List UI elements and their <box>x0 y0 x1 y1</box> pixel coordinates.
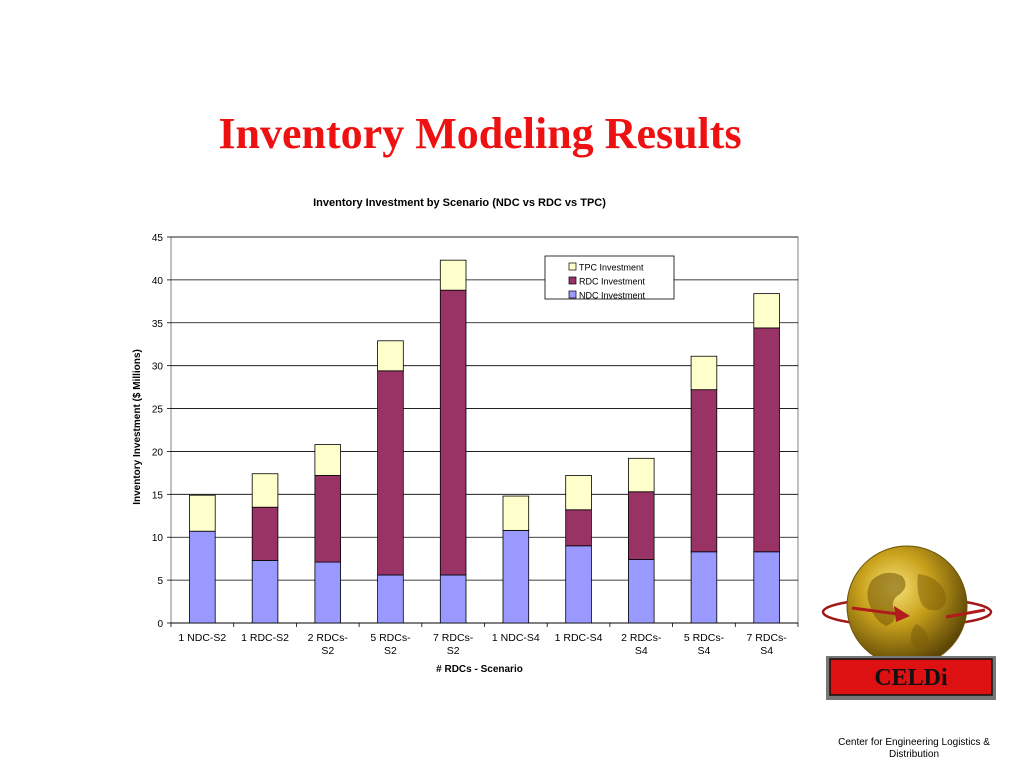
y-tick-label: 40 <box>152 276 164 287</box>
x-tick-label: 7 RDCs- <box>433 632 474 644</box>
x-tick-label: S4 <box>698 645 711 657</box>
x-tick-label: 1 RDC-S4 <box>555 632 603 644</box>
y-tick-label: 15 <box>152 490 164 501</box>
bar-segment <box>753 327 780 553</box>
legend-swatch <box>568 276 577 285</box>
arrow-icon <box>851 606 899 616</box>
bar-segment <box>439 259 467 291</box>
x-tick-label: 5 RDCs- <box>684 632 725 644</box>
celdi-logo: CELDi <box>821 545 996 700</box>
bar-segment <box>502 495 530 531</box>
bar-segment <box>627 559 655 624</box>
y-axis-label: Inventory Investment ($ Millions) <box>132 349 143 505</box>
bar-segment <box>565 509 592 547</box>
legend-swatch <box>568 262 577 271</box>
bar-segment <box>690 389 718 553</box>
bar-segment <box>314 561 342 624</box>
y-tick-label: 20 <box>152 447 164 458</box>
bar-segment <box>377 340 404 372</box>
bar-segment <box>251 506 279 561</box>
x-tick-label: 7 RDCs- <box>747 632 788 644</box>
bar-segment <box>565 545 592 624</box>
y-tick-label: 25 <box>152 405 164 416</box>
organization-name: Center for Engineering Logistics & Distr… <box>838 737 990 760</box>
bar-segment <box>251 473 279 508</box>
slide-title: Inventory Modeling Results <box>218 109 742 158</box>
y-tick-label: 5 <box>157 576 163 587</box>
x-tick-label: 1 RDC-S2 <box>241 632 289 644</box>
bar-segment <box>377 370 404 576</box>
bar-segment <box>189 494 216 532</box>
bar-segment <box>314 475 342 563</box>
bar-segment <box>753 551 780 624</box>
x-axis-label: # RDCs - Scenario <box>436 664 523 675</box>
bar-segment <box>565 475 592 511</box>
y-tick-label: 30 <box>152 362 164 373</box>
legend-label: NDC Investment <box>579 291 646 301</box>
bar-segment <box>753 293 780 329</box>
x-tick-label: S2 <box>321 645 334 657</box>
bar-segment <box>189 530 216 624</box>
y-tick-label: 35 <box>152 319 164 330</box>
legend <box>544 255 675 300</box>
legend-label: TPC Investment <box>579 263 644 273</box>
bar-segment <box>502 529 530 624</box>
globe-icon <box>846 545 968 667</box>
bar-segment <box>690 551 718 624</box>
x-tick-label: 5 RDCs- <box>370 632 411 644</box>
x-tick-label: S2 <box>384 645 397 657</box>
x-tick-label: S2 <box>447 645 460 657</box>
bar-segment <box>377 574 404 624</box>
bar-segment <box>627 491 655 560</box>
x-tick-label: 2 RDCs- <box>308 632 349 644</box>
y-tick-label: 10 <box>152 533 164 544</box>
legend-swatch <box>568 290 577 299</box>
y-tick-label: 45 <box>152 233 164 244</box>
y-tick-label: 0 <box>157 619 163 630</box>
x-tick-label: 1 NDC-S2 <box>178 632 226 644</box>
bar-segment <box>627 457 655 493</box>
bar-segment <box>439 574 467 624</box>
bar-segment <box>251 559 279 624</box>
bar-segment <box>314 444 342 476</box>
x-tick-label: S4 <box>635 645 648 657</box>
x-tick-label: 1 NDC-S4 <box>492 632 540 644</box>
x-tick-label: 2 RDCs- <box>621 632 662 644</box>
legend-label: RDC Investment <box>579 277 646 287</box>
x-tick-label: S4 <box>760 645 773 657</box>
logo-text: CELDi <box>874 665 948 691</box>
bar-segment <box>439 289 467 576</box>
chart-title: Inventory Investment by Scenario (NDC vs… <box>313 197 606 209</box>
bar-segment <box>690 355 718 391</box>
